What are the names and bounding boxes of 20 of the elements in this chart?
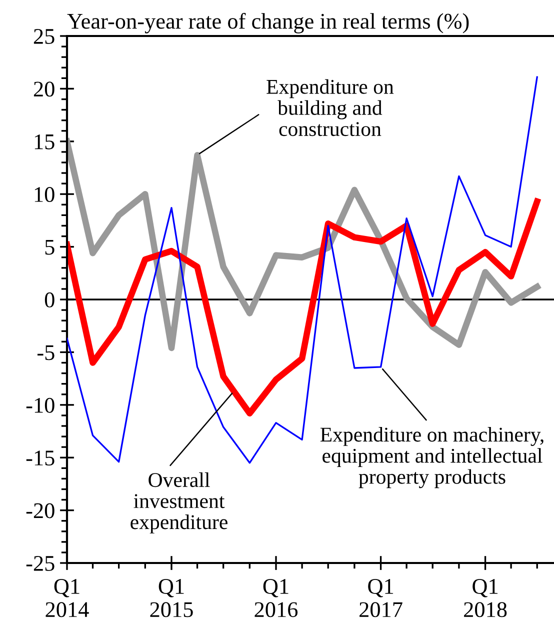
x-tick-label: Q1 2017	[360, 578, 402, 618]
y-tick-label: 0	[44, 292, 54, 308]
y-tick-label: 20	[34, 82, 54, 97]
y-tick-label: -15	[26, 450, 54, 466]
y-tick-label: -5	[38, 345, 54, 360]
annotation: Overall investment expenditure	[130, 472, 228, 534]
x-tick-label: Q1 2016	[254, 578, 298, 618]
y-tick-label: 15	[34, 134, 54, 150]
x-tick-label: Q1 2014	[46, 578, 89, 618]
x-tick-label: Q1 2018	[464, 578, 507, 618]
y-tick-label: -10	[26, 398, 54, 413]
y-tick-label: 25	[34, 28, 54, 44]
y-tick-label: 5	[45, 240, 54, 255]
chart-title: Year-on-year rate of change in real terms (%)	[67, 12, 469, 34]
x-tick-label: Q1 2015	[150, 578, 193, 618]
y-tick-label: -25	[26, 556, 54, 571]
annotation: Expenditure on building and construction	[266, 79, 394, 136]
y-tick-label: 10	[34, 187, 54, 202]
annotation: Expenditure on machinery, equipment and intellectual property products	[320, 427, 544, 488]
y-tick-label: -20	[26, 503, 54, 518]
